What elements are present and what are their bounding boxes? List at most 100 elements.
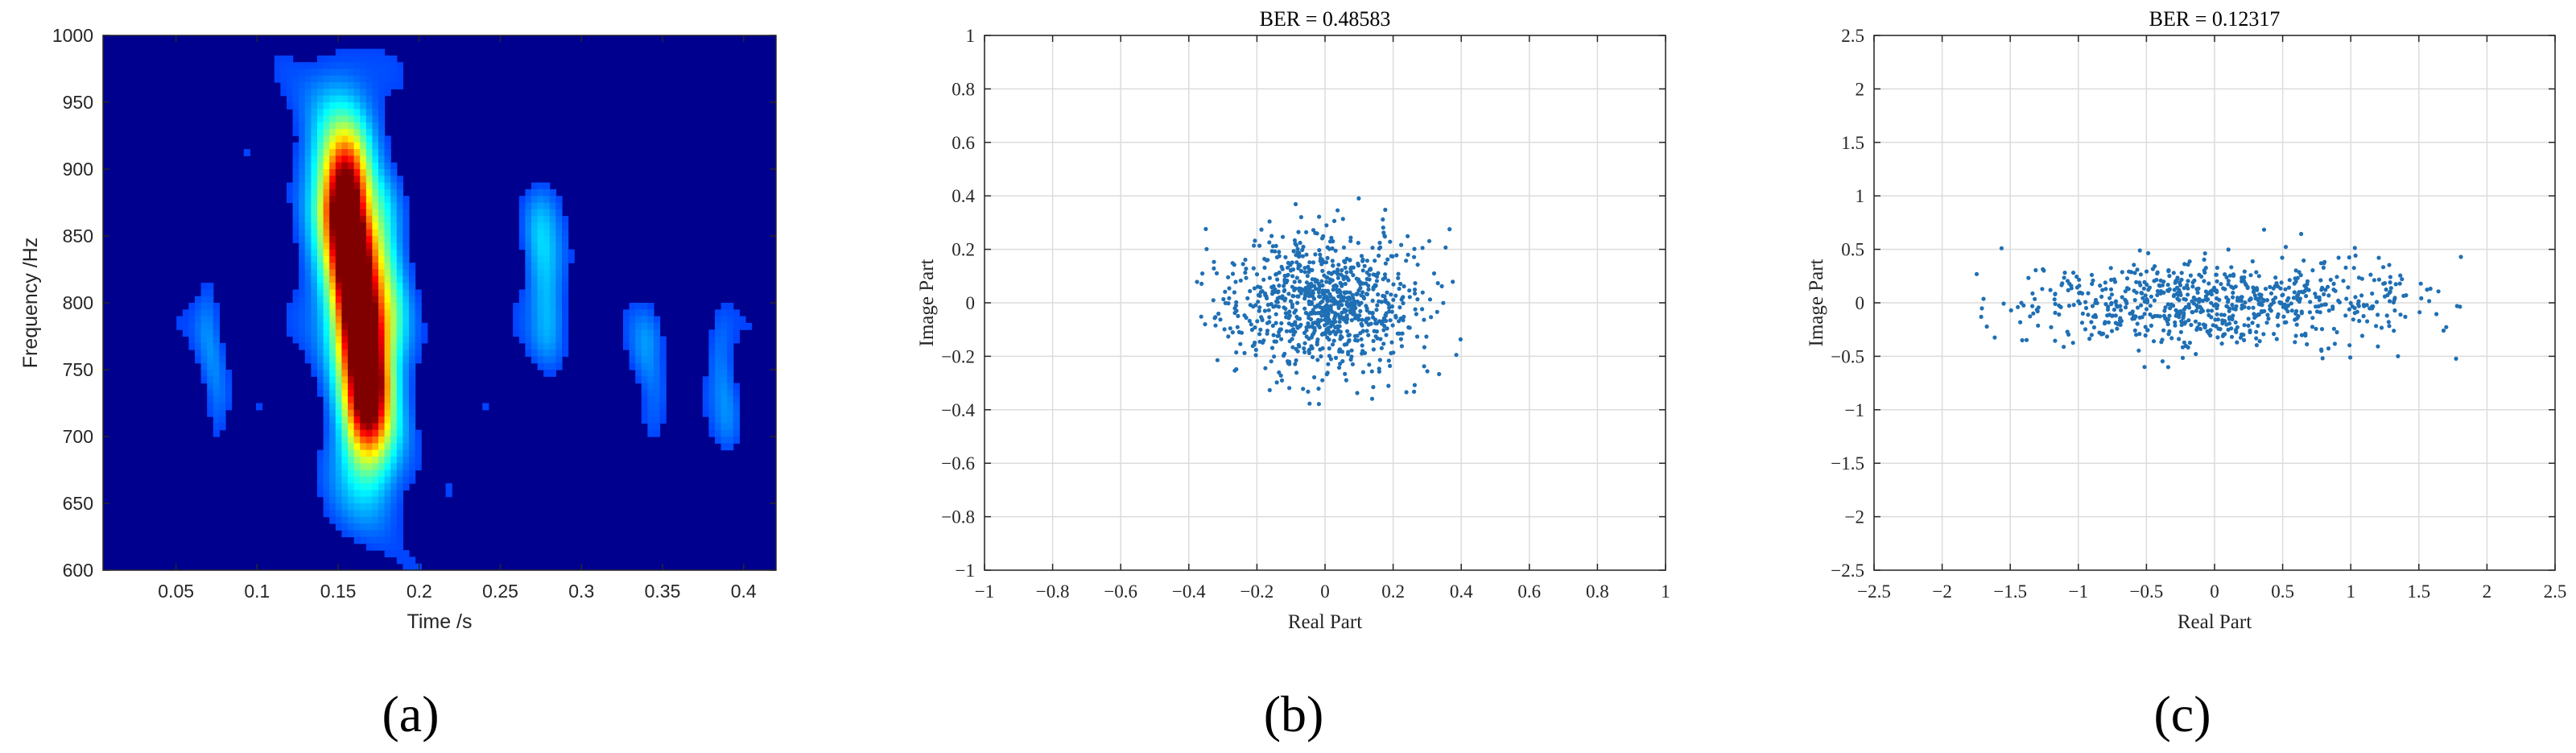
heatmap-cell (365, 362, 373, 370)
heatmap-cell (311, 275, 318, 283)
heatmap-cell (537, 263, 544, 271)
heatmap-cell (372, 496, 379, 504)
scatter-point (1249, 322, 1253, 327)
heatmap-cell (555, 322, 563, 330)
heatmap-cell (378, 496, 386, 504)
heatmap-cell (555, 342, 563, 350)
scatter-point (2053, 338, 2058, 343)
heatmap-cell (200, 376, 208, 384)
y-tick-label: 850 (63, 225, 93, 246)
heatmap-cell (341, 362, 349, 370)
heatmap-cell (365, 269, 373, 277)
heatmap-cell (329, 510, 336, 518)
heatmap-cell (317, 275, 324, 283)
heatmap-cell (323, 255, 330, 263)
y-tick-label: 600 (63, 560, 93, 581)
scatter-point (2101, 331, 2106, 336)
scatter-point (2186, 292, 2190, 297)
heatmap-cell (348, 202, 355, 210)
heatmap-cell (195, 316, 202, 324)
heatmap-cell (348, 182, 355, 190)
scatter-point (2140, 296, 2145, 300)
scatter-point (2307, 310, 2312, 315)
heatmap-cell (372, 543, 379, 551)
heatmap-cell (365, 75, 373, 83)
scatter-point (1352, 301, 1356, 306)
heatmap-cell (365, 109, 373, 117)
scatter-point (1349, 354, 1354, 359)
scatter-point (1356, 196, 1361, 201)
heatmap-cell (365, 303, 373, 310)
scatter-point (1387, 309, 1392, 314)
scatter-point (2262, 308, 2267, 313)
heatmap-cell (555, 216, 563, 223)
heatmap-cell (727, 309, 734, 317)
scatter-point (1315, 317, 1321, 322)
scatter-point (2183, 343, 2189, 349)
heatmap-cell (292, 316, 299, 324)
scatter-point (2137, 332, 2142, 337)
heatmap-cell (311, 176, 318, 184)
scatter-point (2444, 325, 2449, 329)
heatmap-cell (409, 383, 416, 391)
scatter-point (2083, 305, 2089, 311)
heatmap-cell (292, 296, 299, 304)
heatmap-cell (311, 62, 318, 70)
scatter-point (2235, 325, 2240, 329)
heatmap-cell (635, 376, 642, 384)
scatter-point (1402, 314, 1406, 319)
heatmap-cell (562, 336, 569, 344)
heatmap-cell (715, 376, 722, 384)
heatmap-cell (647, 383, 654, 391)
heatmap-cell (213, 329, 220, 337)
scatter-point (2077, 301, 2083, 306)
scatter-point (1226, 275, 1231, 279)
heatmap-cell (733, 436, 740, 444)
heatmap-cell (341, 289, 349, 297)
scatter-point (2049, 325, 2054, 329)
heatmap-cell (396, 483, 403, 490)
heatmap-cell (200, 309, 208, 317)
scatter-point (1338, 329, 1343, 334)
x-tick-label: −0.2 (1241, 581, 1274, 602)
heatmap-cell (317, 309, 324, 317)
scatter-point (2152, 298, 2157, 303)
scatter-point (2053, 310, 2058, 315)
heatmap-cell (513, 316, 520, 324)
heatmap-cell (702, 383, 709, 391)
scatter-point (2388, 275, 2392, 279)
heatmap-cell (647, 389, 654, 397)
scatter-point (1370, 315, 1376, 320)
heatmap-cell (311, 222, 318, 230)
scatter-point (2229, 265, 2234, 270)
scatter-point (1265, 302, 1270, 308)
scatter-point (1397, 319, 1402, 324)
heatmap-cell (365, 370, 373, 377)
heatmap-cell (629, 329, 636, 337)
heatmap-cell (635, 329, 642, 337)
scatter-point (1243, 257, 1248, 263)
heatmap-cell (365, 48, 373, 56)
scatter-point (1352, 333, 1357, 338)
heatmap-cell (341, 216, 349, 223)
scatter-point (1358, 308, 1363, 313)
heatmap-cell (323, 443, 330, 451)
heatmap-cell (360, 255, 367, 263)
heatmap-cell (708, 416, 716, 424)
heatmap-cell (348, 82, 355, 89)
scatter-point (2231, 295, 2235, 300)
heatmap-cell (176, 322, 184, 330)
y-tick-label: 0.4 (952, 186, 975, 206)
scatter-point (1274, 271, 1279, 276)
heatmap-cell (292, 95, 299, 103)
heatmap-cell (335, 490, 342, 498)
scatter-point (1258, 327, 1263, 332)
heatmap-cell (341, 403, 349, 411)
heatmap-cell (513, 329, 520, 337)
heatmap-cell (402, 242, 410, 250)
heatmap-cell (409, 362, 416, 370)
scatter-point (1294, 275, 1299, 280)
x-tick-label: 0 (2210, 581, 2219, 602)
scatter-point (1288, 268, 1294, 273)
heatmap-cell (396, 255, 403, 263)
